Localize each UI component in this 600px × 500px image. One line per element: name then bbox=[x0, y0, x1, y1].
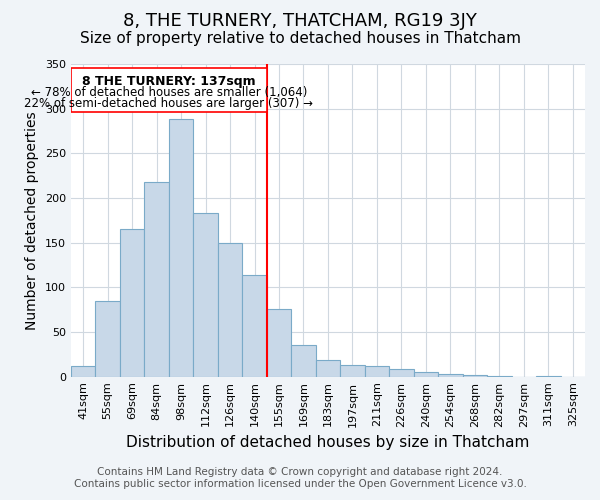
Bar bbox=[95, 300, 120, 376]
Bar bbox=[316, 360, 340, 376]
Bar bbox=[242, 275, 267, 376]
Bar bbox=[365, 366, 389, 376]
Text: 8, THE TURNERY, THATCHAM, RG19 3JY: 8, THE TURNERY, THATCHAM, RG19 3JY bbox=[123, 12, 477, 30]
Bar bbox=[413, 372, 438, 376]
Bar bbox=[71, 366, 95, 376]
Bar bbox=[267, 309, 291, 376]
Text: 22% of semi-detached houses are larger (307) →: 22% of semi-detached houses are larger (… bbox=[25, 97, 313, 110]
Bar bbox=[218, 242, 242, 376]
Text: ← 78% of detached houses are smaller (1,064): ← 78% of detached houses are smaller (1,… bbox=[31, 86, 307, 100]
Text: 8 THE TURNERY: 137sqm: 8 THE TURNERY: 137sqm bbox=[82, 74, 256, 88]
Bar bbox=[145, 182, 169, 376]
Y-axis label: Number of detached properties: Number of detached properties bbox=[25, 111, 40, 330]
Bar bbox=[193, 213, 218, 376]
Bar bbox=[291, 346, 316, 376]
Bar bbox=[340, 365, 365, 376]
Bar bbox=[389, 368, 413, 376]
Bar bbox=[463, 375, 487, 376]
FancyBboxPatch shape bbox=[71, 68, 267, 112]
X-axis label: Distribution of detached houses by size in Thatcham: Distribution of detached houses by size … bbox=[126, 435, 530, 450]
Bar bbox=[438, 374, 463, 376]
Bar bbox=[169, 120, 193, 376]
Bar bbox=[120, 230, 145, 376]
Text: Contains HM Land Registry data © Crown copyright and database right 2024.
Contai: Contains HM Land Registry data © Crown c… bbox=[74, 468, 526, 489]
Text: Size of property relative to detached houses in Thatcham: Size of property relative to detached ho… bbox=[79, 31, 521, 46]
